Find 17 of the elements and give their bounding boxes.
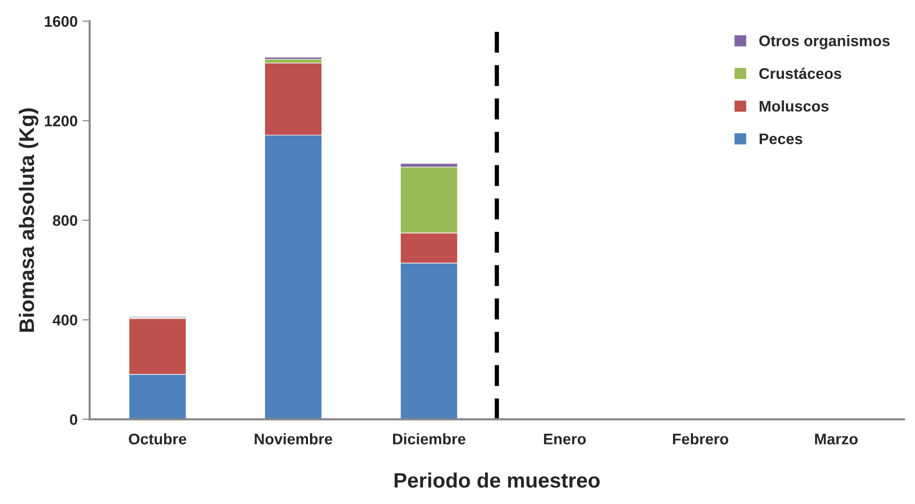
x-tick-label: Enero xyxy=(544,434,586,444)
y-axis-title: Biomasa absoluta (Kg) xyxy=(18,108,38,332)
legend-label: Otros organismos xyxy=(759,35,890,50)
x-tick-label: Diciembre xyxy=(393,433,466,444)
legend-label: Moluscos xyxy=(760,100,829,112)
x-tick-label: Febrero xyxy=(673,433,728,444)
x-tick-label: Octubre xyxy=(128,433,186,444)
y-tick-label: 0 xyxy=(70,414,78,426)
y-tick-label: 1600 xyxy=(44,16,78,27)
legend-label: Crustáceos xyxy=(759,68,842,79)
x-tick-label: Noviembre xyxy=(254,433,332,444)
legend-label: Peces xyxy=(760,134,802,144)
y-tick-label: 800 xyxy=(52,215,78,226)
y-tick-label: 400 xyxy=(52,314,78,326)
y-tick-label: 1200 xyxy=(44,116,78,126)
x-axis-title: Periodo de muestreo xyxy=(394,472,600,488)
x-tick-label: Marzo xyxy=(815,434,858,444)
